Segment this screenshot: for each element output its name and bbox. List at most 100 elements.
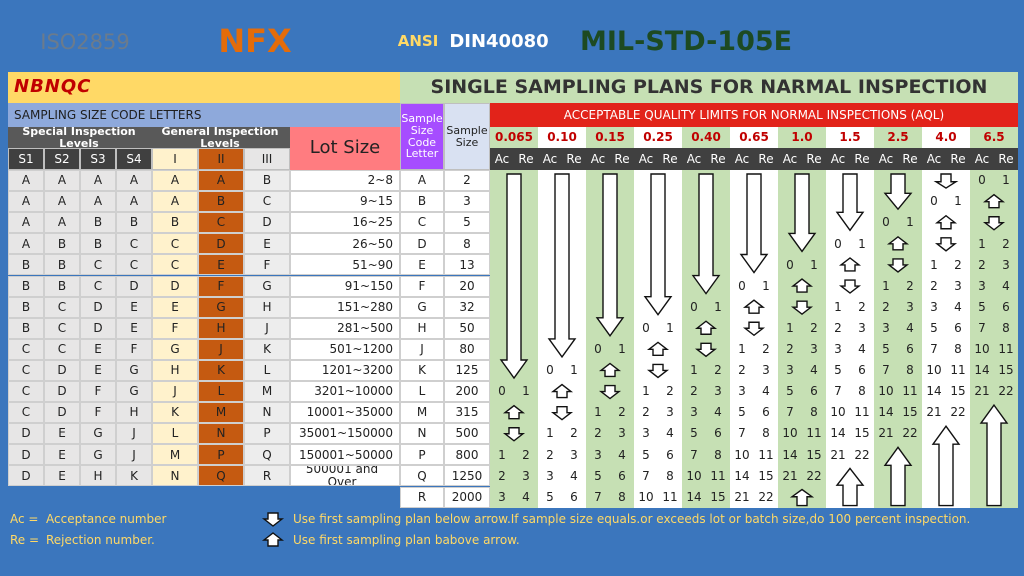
code-letter: A (44, 212, 80, 234)
legend-key: Re = (10, 532, 40, 547)
code-letter: P (244, 423, 290, 445)
code-letter: F (116, 338, 152, 360)
code-letter: Q (198, 465, 244, 487)
re-value: 8 (858, 384, 866, 399)
re-value: 3 (954, 278, 962, 293)
code-letter: J (116, 444, 152, 466)
code-letters-title: SAMPLING SIZE CODE LETTERS (8, 103, 400, 127)
ac-value: 21 (734, 489, 750, 504)
code-letter: H (400, 317, 444, 339)
ac-value: 2 (738, 363, 746, 378)
ac-value: 10 (926, 363, 942, 378)
code-letter: A (8, 212, 44, 234)
code-letter: M (198, 402, 244, 424)
ac-value: 14 (830, 426, 846, 441)
re-value: 4 (666, 426, 674, 441)
arrow-up (646, 341, 670, 357)
re-value: 2 (858, 299, 866, 314)
code-letter: B (44, 254, 80, 276)
arrow-down (739, 173, 769, 274)
arrow-down (643, 173, 673, 316)
code-letter: D (44, 359, 80, 381)
ac-value: 14 (974, 363, 990, 378)
ac-value: 14 (734, 468, 750, 483)
code-letter: C (116, 233, 152, 255)
code-letter: B (80, 212, 116, 234)
re-header: Re (802, 148, 826, 170)
code-letter: A (152, 170, 198, 192)
arrow-up (979, 403, 1009, 507)
ac-value: 2 (690, 384, 698, 399)
ac-value: 0 (834, 236, 842, 251)
level-header: III (244, 148, 290, 170)
ac-value: 5 (978, 299, 986, 314)
code-letter: C (8, 381, 44, 403)
arrow-up (694, 320, 718, 335)
code-letter: B (8, 296, 44, 318)
re-value: 6 (762, 405, 770, 420)
re-value: 6 (714, 426, 722, 441)
re-value: 1 (810, 257, 818, 272)
logo: NBNQC (8, 72, 400, 103)
standard-name: ISO2859 (40, 29, 130, 54)
code-letter: A (8, 170, 44, 192)
code-letter: F (152, 317, 198, 339)
ac-value: 2 (930, 278, 938, 293)
arrow-down (742, 321, 766, 337)
standard-name: MIL-STD-105E (580, 25, 793, 57)
arrow-up (931, 425, 961, 507)
re-value: 1 (906, 215, 914, 230)
ac-value: 14 (878, 405, 894, 420)
re-value: 4 (570, 468, 578, 483)
arrow-down (787, 173, 817, 253)
ac-value: 3 (594, 447, 602, 462)
re-value: 1 (618, 342, 626, 357)
ac-header: Ac (490, 148, 514, 170)
ac-value: 7 (978, 320, 986, 335)
aql-value: 0.65 (730, 127, 778, 148)
ac-header: Ac (538, 148, 562, 170)
code-letter: G (80, 423, 116, 445)
aql-value: 2.5 (874, 127, 922, 148)
lot-size: 281~500 (290, 317, 400, 339)
ac-value: 21 (878, 426, 894, 441)
aql-value: 1.0 (778, 127, 826, 148)
code-letter: C (152, 233, 198, 255)
code-letter: C (8, 338, 44, 360)
re-header: Re (658, 148, 682, 170)
re-value: 3 (858, 320, 866, 335)
code-letter: C (8, 402, 44, 424)
legend-text: Rejection number. (46, 532, 155, 547)
ac-value: 2 (978, 257, 986, 272)
code-letter: A (116, 191, 152, 213)
code-letter: B (198, 191, 244, 213)
ac-value: 10 (686, 468, 702, 483)
re-value: 3 (522, 468, 530, 483)
arrow-up (886, 235, 910, 251)
ac-value: 3 (930, 299, 938, 314)
aql-value: 0.25 (634, 127, 682, 148)
re-value: 2 (570, 426, 578, 441)
code-letter: D (152, 275, 198, 297)
sample-size: 8 (444, 233, 490, 255)
ac-value: 3 (978, 278, 986, 293)
ac-value: 5 (786, 384, 794, 399)
lot-size: 3201~10000 (290, 381, 400, 403)
ac-value: 0 (594, 342, 602, 357)
arrow-down (547, 173, 577, 359)
re-value: 2 (762, 342, 770, 357)
lot-size: 1201~3200 (290, 359, 400, 381)
sample-size: 5 (444, 212, 490, 234)
aql-value: 0.15 (586, 127, 634, 148)
level-header: S3 (80, 148, 116, 170)
level-header: II (198, 148, 244, 170)
code-letter: C (80, 254, 116, 276)
re-value: 8 (810, 405, 818, 420)
arrow-down (694, 342, 718, 358)
re-value: 2 (618, 405, 626, 420)
re-value: 4 (522, 489, 530, 504)
code-letter: J (198, 338, 244, 360)
re-value: 8 (906, 363, 914, 378)
